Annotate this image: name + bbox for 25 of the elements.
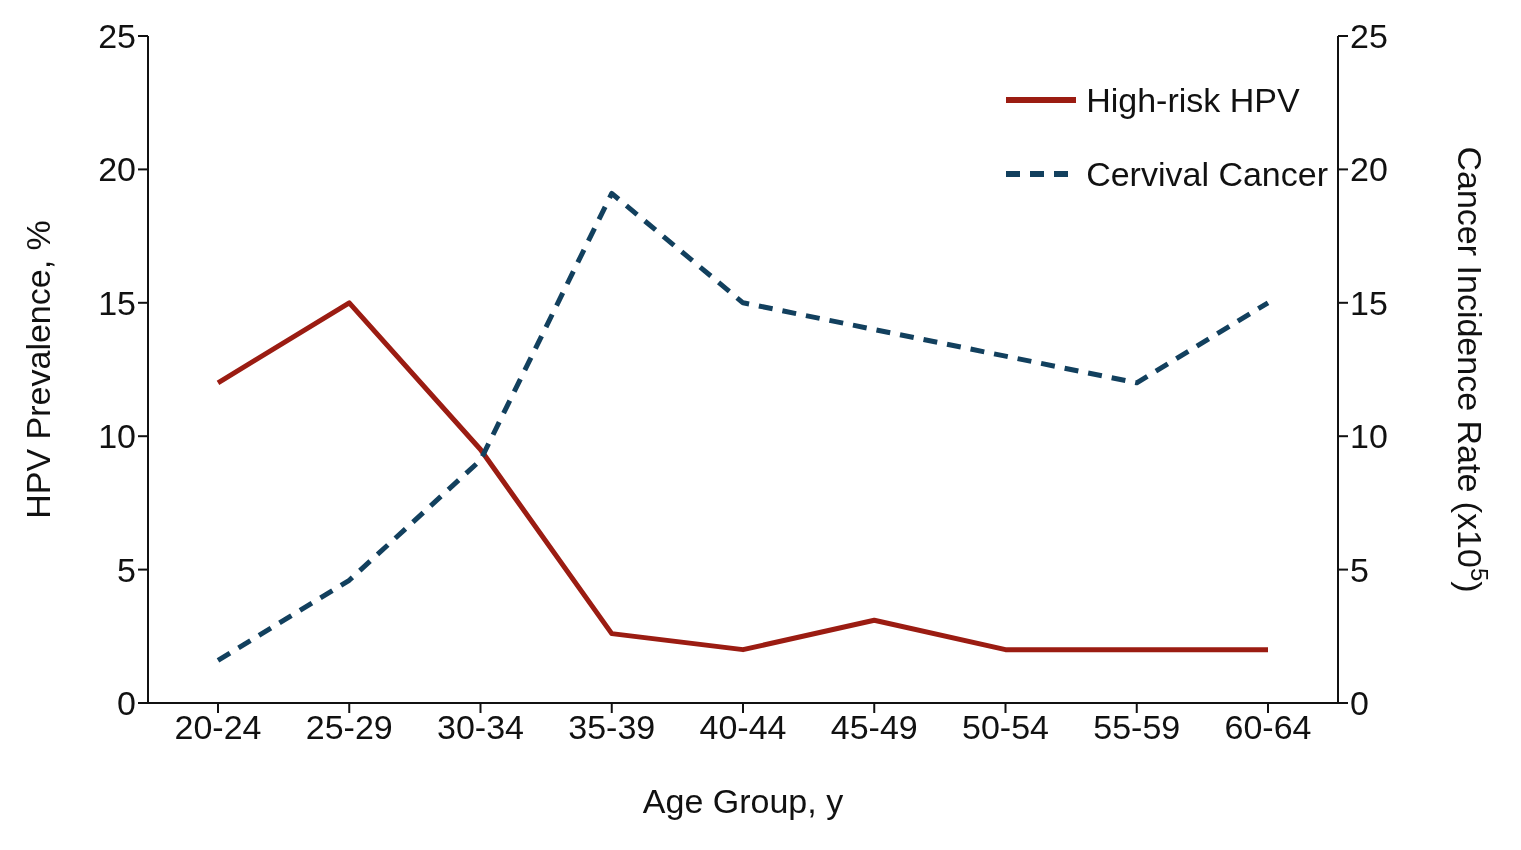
x-tick-label: 25-29 <box>305 708 393 747</box>
y-tick-label: 10 <box>98 417 136 456</box>
x-axis-title: Age Group, y <box>642 782 844 820</box>
x-tick-label: 60-64 <box>1224 708 1312 747</box>
y2-tick-label: 20 <box>1350 150 1388 189</box>
x-tick-label: 45-49 <box>830 708 918 747</box>
x-tick-label: 35-39 <box>568 708 656 747</box>
x-tick-label: 50-54 <box>962 708 1049 747</box>
x-tick-label: 40-44 <box>699 708 787 747</box>
y-tick-label: 15 <box>98 283 136 322</box>
y2-tick-label: 5 <box>1350 550 1369 589</box>
y-tick-label: 5 <box>117 550 136 589</box>
x-tick-label: 30-34 <box>437 708 524 747</box>
y-tick-label: 25 <box>98 17 136 56</box>
y-axis-title: HPV Prevalence, % <box>19 220 58 519</box>
y-tick-label: 0 <box>117 684 136 723</box>
y2-tick-label: 10 <box>1350 417 1388 456</box>
legend-label: Cervival Cancer <box>1086 154 1328 194</box>
y2-tick-label: 0 <box>1350 684 1369 723</box>
legend-label: High-risk HPV <box>1086 80 1300 120</box>
y-tick-label: 20 <box>98 150 136 189</box>
x-tick-label: 55-59 <box>1093 708 1181 747</box>
x-tick-label: 20-24 <box>174 708 262 747</box>
y2-tick-label: 15 <box>1350 283 1388 322</box>
y2-tick-label: 25 <box>1350 17 1388 56</box>
